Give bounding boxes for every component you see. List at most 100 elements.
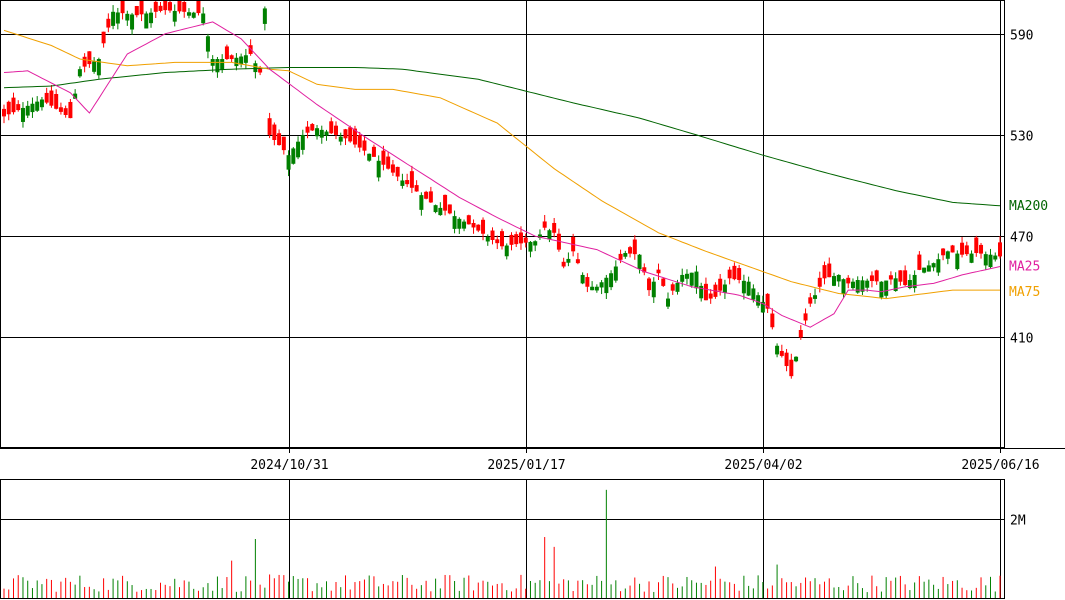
candle-body	[656, 269, 661, 274]
candle-body	[518, 232, 523, 244]
candle-body	[566, 258, 571, 263]
candle-body	[523, 237, 528, 243]
candle-body	[500, 231, 504, 247]
candle-body	[400, 180, 405, 186]
price-tick-label: 530	[1010, 130, 1033, 145]
candle-body	[134, 6, 139, 16]
candle-body	[964, 245, 969, 255]
candle-body	[983, 254, 988, 266]
candle-body	[684, 273, 689, 279]
candle-body	[590, 286, 595, 291]
candle-body	[300, 134, 305, 150]
candle-body	[87, 51, 92, 65]
candle-body	[670, 284, 675, 291]
candle-body	[689, 272, 694, 286]
candle-body	[703, 283, 708, 301]
candle-body	[850, 281, 855, 289]
candle-body	[149, 12, 154, 24]
candle-body	[11, 97, 16, 113]
candle-body	[466, 215, 471, 225]
candle-body	[457, 218, 462, 229]
candle-body	[362, 140, 367, 151]
candle-body	[765, 293, 770, 309]
legend-ma75: MA75	[1009, 285, 1040, 300]
candle-body	[661, 278, 666, 286]
candle-body	[789, 359, 794, 377]
candle-body	[481, 219, 486, 234]
candle-body	[182, 1, 187, 12]
candle-body	[82, 56, 87, 67]
candle-body	[272, 124, 277, 141]
candle-body	[680, 274, 685, 282]
candle-body	[329, 121, 334, 134]
candle-body	[101, 31, 106, 44]
candle-body	[827, 263, 832, 278]
candle-body	[722, 284, 727, 293]
candle-body	[637, 254, 642, 270]
candle-body	[893, 278, 898, 292]
candle-body	[504, 245, 509, 257]
candle-body	[552, 222, 557, 233]
candle-body	[386, 156, 391, 169]
candle-body	[177, 0, 182, 12]
candle-body	[756, 295, 761, 306]
candle-body	[855, 280, 860, 293]
candle-body	[319, 129, 324, 138]
candle-body	[25, 105, 30, 116]
candle-body	[334, 125, 338, 135]
candle-body	[163, 0, 168, 11]
candle-body	[907, 280, 912, 289]
price-tick-label: 470	[1010, 231, 1033, 246]
candle-body	[476, 224, 481, 231]
candle-body	[158, 5, 163, 11]
candle-body	[628, 247, 633, 254]
candle-body	[92, 61, 97, 72]
candle-body	[376, 160, 381, 178]
candle-body	[39, 99, 44, 108]
candle-body	[125, 13, 130, 21]
volume-tick-label: 2M	[1010, 514, 1026, 529]
candle-body	[438, 207, 443, 216]
candle-body	[960, 242, 965, 255]
candle-body	[514, 234, 519, 245]
candle-body	[613, 266, 618, 281]
candle-body	[822, 265, 827, 279]
candle-body	[286, 155, 291, 170]
candle-body	[803, 313, 808, 321]
candle-body	[168, 2, 172, 11]
candle-body	[186, 12, 191, 16]
candle-body	[675, 282, 680, 292]
candle-body	[267, 118, 272, 135]
candle-body	[419, 195, 424, 210]
candle-body	[651, 281, 656, 298]
candle-body	[6, 101, 11, 115]
candle-body	[917, 254, 922, 270]
candle-body	[922, 267, 927, 273]
candle-body	[115, 12, 120, 24]
candle-body	[779, 350, 784, 356]
candle-body	[542, 221, 547, 228]
candle-body	[428, 191, 433, 203]
candle-body	[718, 278, 723, 291]
candle-body	[44, 92, 49, 103]
candle-body	[950, 245, 955, 253]
candle-body	[974, 237, 979, 254]
candle-body	[324, 131, 329, 136]
candle-body	[813, 295, 818, 299]
volume-bars	[3, 489, 1001, 598]
candle-body	[632, 239, 637, 255]
candle-body	[846, 277, 851, 284]
candle-body	[139, 0, 144, 15]
candle-body	[727, 269, 732, 279]
candle-body	[20, 107, 25, 122]
date-label: 2024/10/31	[250, 458, 328, 473]
candle-body	[775, 345, 780, 355]
candle-body	[998, 242, 1002, 257]
candle-body	[708, 293, 713, 299]
candle-body	[153, 1, 158, 12]
date-label: 2025/01/17	[487, 458, 565, 473]
candle-body	[305, 126, 310, 133]
candle-body	[879, 281, 884, 298]
candle-body	[201, 13, 206, 24]
